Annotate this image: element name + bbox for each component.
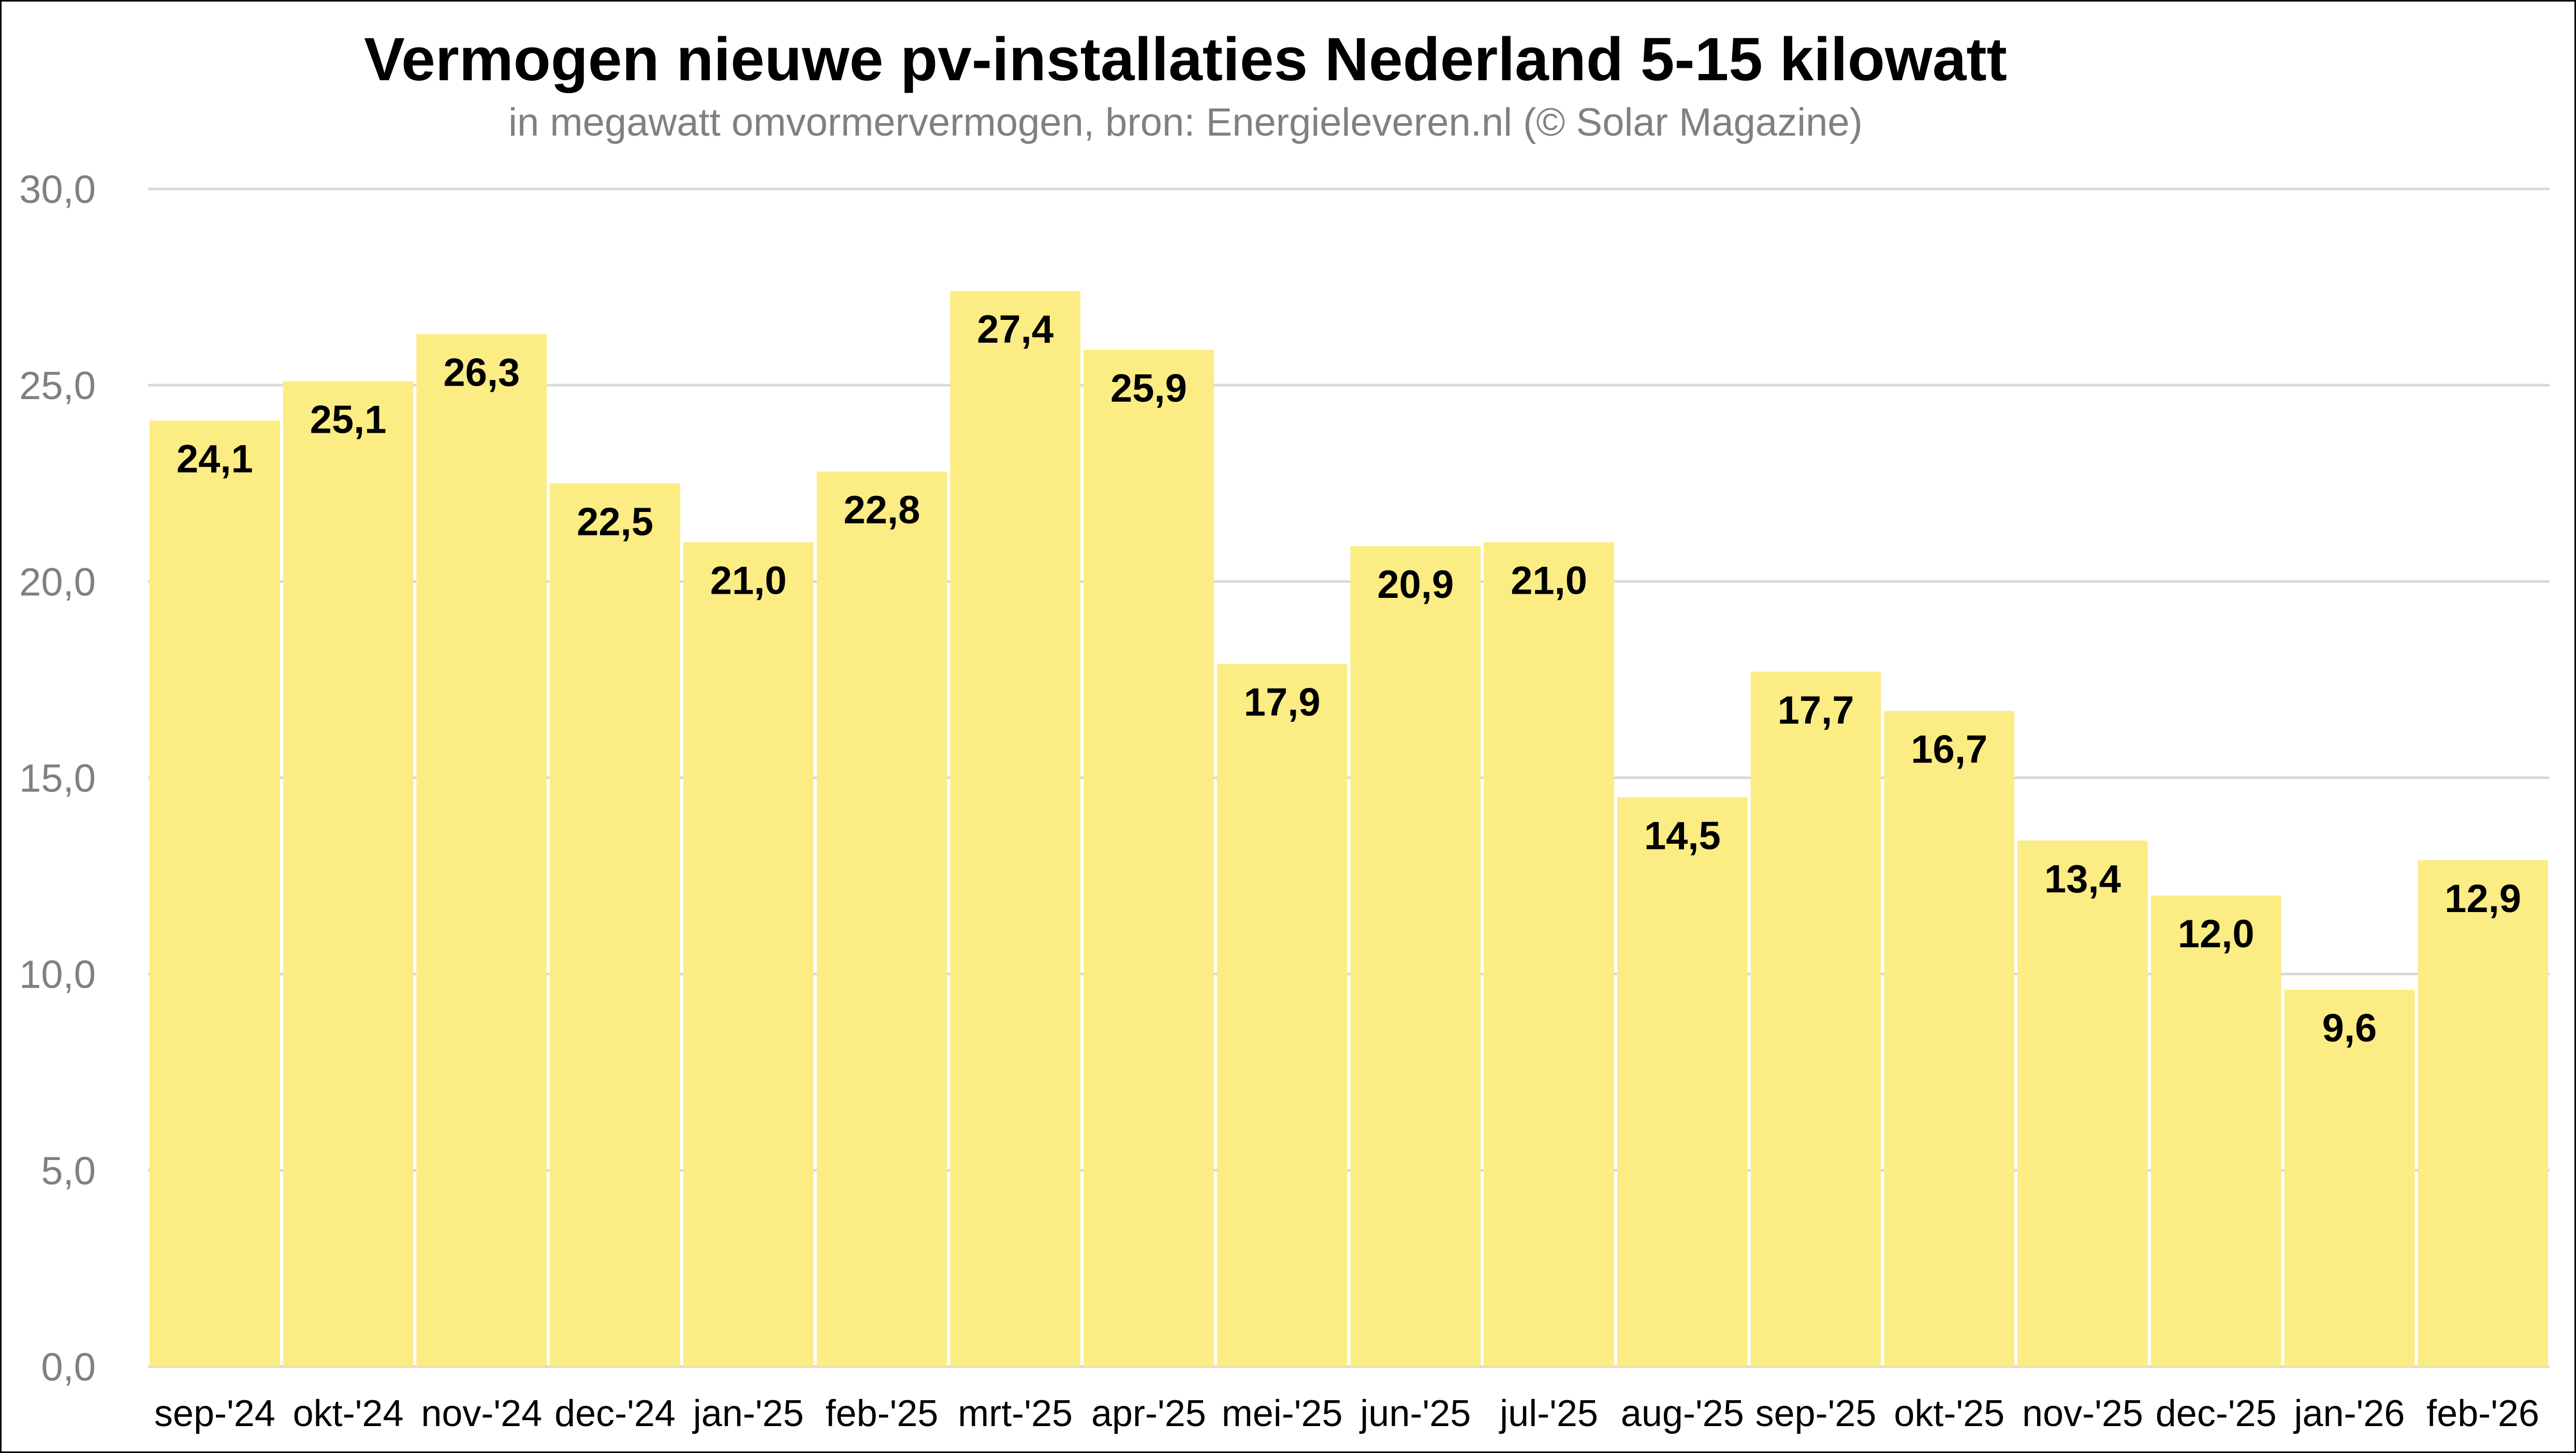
x-tick-label: jun-'25 (1359, 1393, 1471, 1434)
y-axis: 0,0 5,0 10,0 15,0 20,0 25,0 30,0 (19, 168, 96, 1389)
data-label: 21,0 (710, 559, 787, 603)
y-tick-label: 0,0 (41, 1345, 96, 1389)
x-tick-label: okt-'24 (293, 1393, 404, 1434)
bar (950, 291, 1081, 1367)
x-tick-label: sep-'25 (1755, 1393, 1877, 1434)
y-tick-label: 5,0 (41, 1149, 96, 1193)
data-label: 12,0 (2178, 912, 2255, 956)
bar (416, 334, 547, 1367)
bar (1084, 349, 1214, 1367)
x-tick-label: feb-'26 (2426, 1393, 2539, 1434)
data-label: 14,5 (1644, 814, 1721, 858)
data-label: 27,4 (977, 307, 1053, 351)
bar (683, 542, 814, 1367)
x-tick-label: nov-'25 (2022, 1393, 2143, 1434)
x-tick-label: nov-'24 (421, 1393, 542, 1434)
x-tick-label: mrt-'25 (958, 1393, 1073, 1434)
data-label: 26,3 (443, 351, 520, 395)
x-tick-label: jan-'26 (2293, 1393, 2405, 1434)
bar (1884, 711, 2015, 1367)
bar (2418, 860, 2548, 1367)
bar (1617, 797, 1748, 1367)
data-label: 24,1 (177, 437, 253, 481)
bar (816, 472, 947, 1367)
y-tick-label: 25,0 (19, 364, 96, 408)
data-label: 16,7 (1911, 728, 1987, 772)
x-tick-label: sep-'24 (154, 1393, 275, 1434)
data-label: 22,8 (844, 488, 920, 532)
data-label: 22,5 (577, 500, 653, 544)
data-label: 25,1 (310, 398, 387, 442)
bar (2017, 840, 2148, 1367)
data-label: 12,9 (2445, 877, 2521, 921)
bars: 24,1 25,1 26,3 22,5 21,0 22,8 27,4 25,9 17,9 20,9… (150, 291, 2548, 1367)
bar (1750, 671, 1881, 1367)
x-tick-label: okt-'25 (1894, 1393, 2004, 1434)
bar (550, 483, 680, 1367)
data-label: 20,9 (1377, 563, 1454, 607)
data-label: 13,4 (2044, 857, 2121, 901)
data-label: 25,9 (1110, 366, 1187, 410)
y-tick-label: 15,0 (19, 757, 96, 801)
y-tick-label: 10,0 (19, 953, 96, 997)
x-tick-label: mei-'25 (1222, 1393, 1343, 1434)
bar (1484, 542, 1614, 1367)
x-axis: sep-'24 okt-'24 nov-'24 dec-'24 jan-'25 feb-'… (154, 1393, 2539, 1434)
bar (150, 420, 280, 1367)
x-tick-label: dec-'24 (554, 1393, 676, 1434)
bar (2150, 896, 2281, 1367)
data-label: 21,0 (1511, 559, 1587, 603)
data-label: 17,7 (1778, 688, 1854, 732)
chart-subtitle: in megawatt omvormervermogen, bron: Ener… (508, 100, 1863, 144)
x-tick-label: jul-'25 (1499, 1393, 1598, 1434)
bar (1217, 664, 1348, 1367)
x-tick-label: apr-'25 (1091, 1393, 1206, 1434)
x-tick-label: jan-'25 (692, 1393, 804, 1434)
bar (283, 381, 414, 1367)
y-tick-label: 20,0 (19, 560, 96, 604)
gridlines (148, 187, 2550, 1368)
bar (2284, 990, 2415, 1367)
data-label: 9,6 (2322, 1006, 2377, 1050)
x-tick-label: feb-'25 (826, 1393, 939, 1434)
x-tick-label: aug-'25 (1621, 1393, 1744, 1434)
chart-title: Vermogen nieuwe pv-installaties Nederlan… (364, 25, 2007, 94)
y-tick-label: 30,0 (19, 168, 96, 212)
bar (1350, 546, 1481, 1367)
data-label: 17,9 (1244, 681, 1321, 725)
x-tick-label: dec-'25 (2156, 1393, 2277, 1434)
